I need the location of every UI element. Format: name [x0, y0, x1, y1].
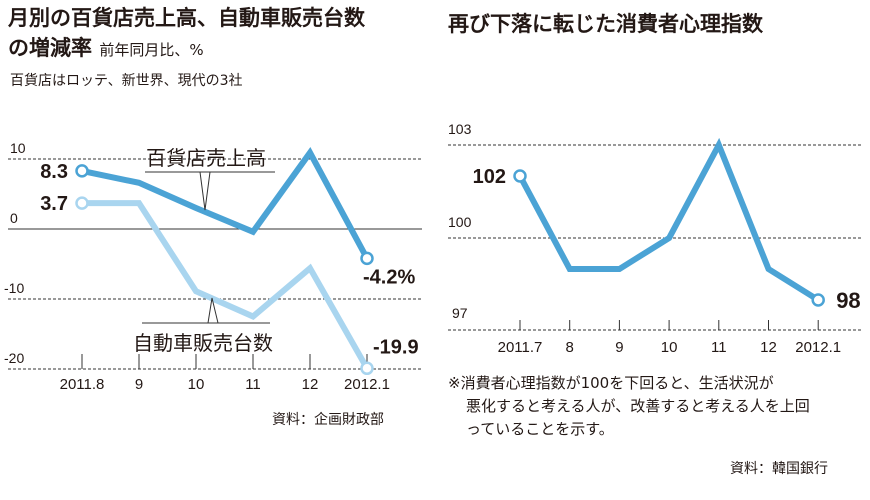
right-footnote-3: っていることを示す。 — [466, 420, 614, 438]
end-point-marker — [75, 196, 89, 210]
series-line — [81, 147, 370, 260]
left-title-text: の増減率 — [8, 36, 92, 60]
first-value-label: 8.3 — [40, 161, 68, 183]
last-value-label: -4.2% — [363, 266, 415, 288]
last-value-label: 98 — [836, 288, 860, 313]
first-value-label: 102 — [473, 166, 506, 188]
right-footnote-1: ※消費者心理指数が100を下回ると、生活状況が — [448, 374, 774, 392]
y-tick-label: 0 — [10, 210, 18, 226]
x-tick-label: 8 — [566, 339, 574, 356]
x-tick-label: 12 — [302, 376, 319, 393]
x-tick-label: 2011.7 — [498, 339, 543, 356]
right-title: 再び下落に転じた消費者心理指数 — [448, 12, 763, 36]
x-tick-label: 11 — [245, 376, 261, 393]
y-tick-label: 97 — [452, 305, 468, 321]
end-point-marker — [513, 169, 527, 183]
right-source: 資料：韓国銀行 — [730, 461, 828, 477]
x-tick-label: 12 — [760, 339, 777, 356]
x-tick-label: 2011.8 — [60, 376, 105, 393]
series-line — [82, 200, 370, 370]
y-tick-label: -20 — [4, 350, 24, 366]
y-tick-label: 103 — [448, 121, 472, 137]
y-tick-label: 100 — [448, 214, 472, 230]
x-tick-label: 10 — [661, 339, 678, 356]
right-footnote-2: 悪化すると考える人が、改善すると考える人を上回 — [466, 397, 810, 415]
x-tick-label: 9 — [135, 376, 143, 393]
x-tick-label: 2012.1 — [795, 339, 841, 356]
last-value-label: -19.9 — [373, 336, 419, 358]
left-source: 資料：企画財政部 — [272, 412, 384, 428]
end-point-marker — [75, 164, 89, 178]
x-tick-label: 10 — [188, 376, 205, 393]
y-tick-label: -10 — [4, 280, 24, 296]
end-point-marker — [360, 251, 374, 266]
series-label-department-store: 百貨店売上高 — [146, 147, 266, 170]
end-point-marker — [360, 361, 374, 376]
series-label-auto-sales: 自動車販売台数 — [133, 332, 273, 355]
x-tick-label: 11 — [711, 339, 727, 356]
left-unit-note: 前年同月比、% — [99, 41, 204, 59]
y-tick-label: 10 — [10, 140, 26, 156]
callout-pointer — [199, 171, 211, 211]
series-line — [517, 137, 820, 303]
end-point-marker — [811, 293, 825, 307]
left-title-line2: の増減率 前年同月比、% — [8, 34, 204, 64]
x-tick-label: 2012.1 — [344, 376, 390, 393]
callout-pointer — [207, 297, 219, 324]
left-title-line1: 月別の百貨店売上高、自動車販売台数 — [8, 6, 365, 30]
first-value-label: 3.7 — [40, 193, 68, 215]
left-note: 百貨店はロッテ、新世界、現代の3社 — [10, 73, 243, 89]
x-tick-label: 9 — [615, 339, 623, 356]
